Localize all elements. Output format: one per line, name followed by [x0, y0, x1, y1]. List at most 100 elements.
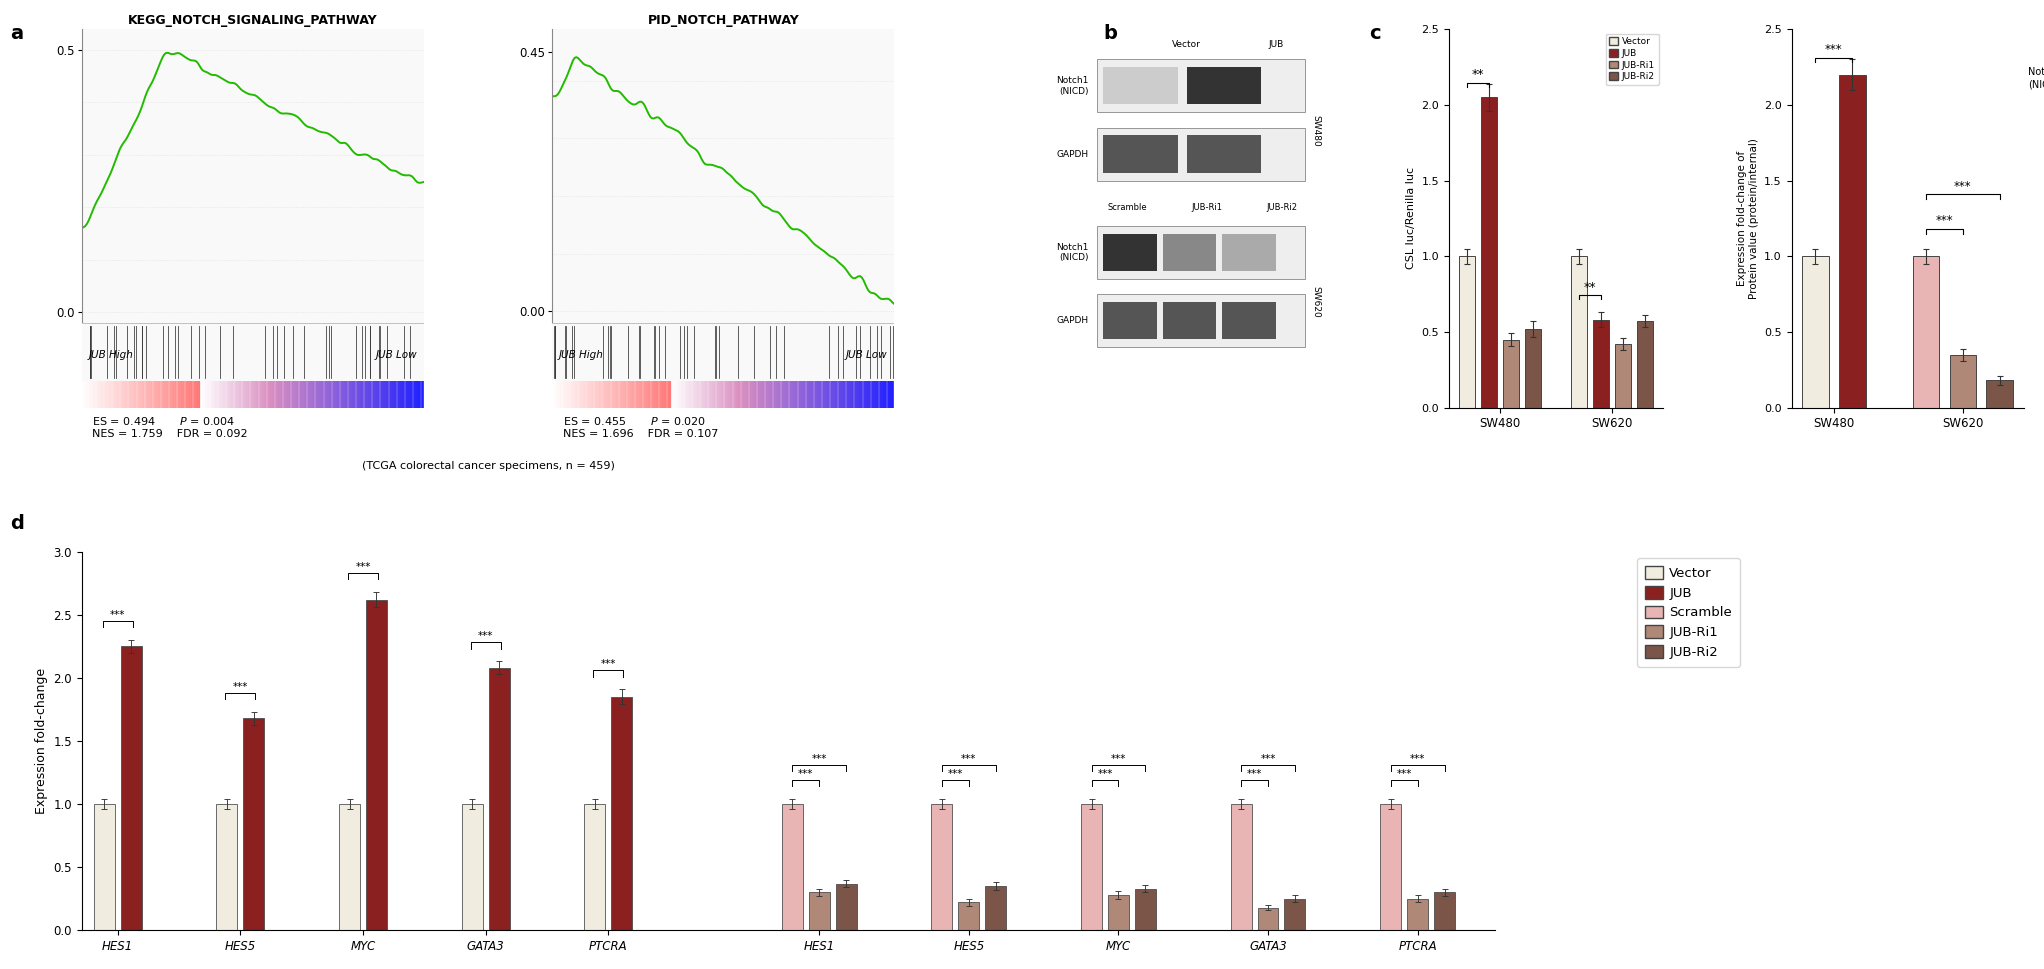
- Y-axis label: CSL luc/Renilla luc: CSL luc/Renilla luc: [1406, 168, 1416, 269]
- Y-axis label: Expression fold-change: Expression fold-change: [35, 668, 47, 814]
- Text: Notch1
(NICD): Notch1 (NICD): [2028, 68, 2044, 89]
- Text: (TCGA colorectal cancer specimens, n = 459): (TCGA colorectal cancer specimens, n = 4…: [362, 461, 615, 471]
- Text: ***: ***: [1261, 754, 1275, 764]
- Bar: [1380, 804, 1402, 930]
- Bar: [1163, 234, 1216, 271]
- Text: Vector: Vector: [1171, 41, 1202, 49]
- Text: ***: ***: [811, 754, 828, 764]
- Text: JUB: JUB: [1267, 41, 1284, 49]
- Bar: [366, 600, 386, 930]
- Text: Notch1
(NICD): Notch1 (NICD): [1057, 77, 1087, 96]
- Bar: [1480, 97, 1496, 408]
- Text: ***: ***: [356, 562, 370, 572]
- Text: ***: ***: [1396, 768, 1412, 779]
- Bar: [1163, 302, 1216, 339]
- Bar: [489, 668, 509, 930]
- Bar: [94, 804, 114, 930]
- Text: **: **: [1472, 69, 1484, 81]
- Y-axis label: Expression fold-change of
Protein value (protein/internal): Expression fold-change of Protein value …: [1737, 138, 1758, 298]
- Bar: [1098, 59, 1306, 112]
- Bar: [1108, 895, 1128, 930]
- Bar: [1615, 344, 1631, 408]
- Bar: [1186, 136, 1261, 172]
- Bar: [243, 718, 264, 930]
- Text: ***: ***: [1825, 44, 1842, 56]
- Bar: [1435, 892, 1455, 930]
- Text: ***: ***: [1954, 179, 1972, 193]
- Text: ***: ***: [948, 768, 963, 779]
- Bar: [1230, 804, 1251, 930]
- Bar: [783, 804, 803, 930]
- Text: ***: ***: [1410, 754, 1425, 764]
- Text: d: d: [10, 514, 25, 533]
- Text: ***: ***: [1247, 768, 1263, 779]
- Bar: [585, 804, 605, 930]
- Text: ***: ***: [1110, 754, 1126, 764]
- Bar: [339, 804, 360, 930]
- Bar: [1257, 908, 1278, 930]
- Bar: [1222, 234, 1275, 271]
- Text: ***: ***: [110, 610, 125, 620]
- Text: SW620: SW620: [1312, 286, 1320, 318]
- Text: ***: ***: [797, 768, 814, 779]
- Bar: [1803, 256, 1829, 408]
- Bar: [1284, 898, 1306, 930]
- Text: ES = 0.494       $P$ = 0.004
NES = 1.759    FDR = 0.092: ES = 0.494 $P$ = 0.004 NES = 1.759 FDR =…: [92, 416, 247, 439]
- Text: c: c: [1369, 24, 1382, 44]
- Bar: [1098, 226, 1306, 279]
- Text: GAPDH: GAPDH: [1057, 316, 1087, 326]
- Bar: [1186, 67, 1261, 105]
- Title: PID_NOTCH_PATHWAY: PID_NOTCH_PATHWAY: [648, 14, 799, 26]
- Text: ***: ***: [233, 682, 247, 692]
- Text: Scramble: Scramble: [1108, 203, 1147, 212]
- Text: JUB-Ri1: JUB-Ri1: [1192, 203, 1222, 212]
- Text: **: **: [1584, 280, 1596, 294]
- Bar: [1081, 804, 1102, 930]
- Bar: [1104, 67, 1177, 105]
- Bar: [985, 886, 1006, 930]
- Bar: [1104, 234, 1157, 271]
- Bar: [836, 884, 856, 930]
- Bar: [1098, 128, 1306, 180]
- Text: ES = 0.455       $P$ = 0.020
NES = 1.696    FDR = 0.107: ES = 0.455 $P$ = 0.020 NES = 1.696 FDR =…: [562, 416, 717, 439]
- Text: Notch1
(NICD): Notch1 (NICD): [1057, 243, 1087, 263]
- Bar: [1098, 295, 1306, 347]
- Bar: [959, 902, 979, 930]
- Bar: [1502, 339, 1519, 408]
- Bar: [1104, 136, 1177, 172]
- Bar: [1104, 302, 1157, 339]
- Bar: [1950, 355, 1977, 408]
- Bar: [932, 804, 953, 930]
- Text: ***: ***: [601, 659, 615, 669]
- Text: GAPDH: GAPDH: [1057, 149, 1087, 159]
- Bar: [809, 892, 830, 930]
- Text: ***: ***: [1936, 214, 1954, 228]
- Bar: [121, 646, 141, 930]
- Bar: [1406, 898, 1429, 930]
- Text: b: b: [1104, 24, 1118, 44]
- Title: KEGG_NOTCH_SIGNALING_PATHWAY: KEGG_NOTCH_SIGNALING_PATHWAY: [129, 14, 378, 26]
- Text: ***: ***: [478, 631, 493, 641]
- Bar: [1840, 75, 1866, 408]
- Bar: [1222, 302, 1275, 339]
- Bar: [611, 697, 632, 930]
- Bar: [1134, 889, 1155, 930]
- Text: JUB High: JUB High: [560, 350, 605, 360]
- Bar: [1592, 320, 1609, 408]
- Legend: Vector, JUB, Scramble, JUB-Ri1, JUB-Ri2: Vector, JUB, Scramble, JUB-Ri1, JUB-Ri2: [1637, 558, 1739, 667]
- Text: JUB Low: JUB Low: [846, 350, 887, 360]
- Text: JUB High: JUB High: [88, 350, 133, 360]
- Bar: [1637, 322, 1654, 408]
- Bar: [1525, 328, 1541, 408]
- Legend: Vector, JUB, JUB-Ri1, JUB-Ri2: Vector, JUB, JUB-Ri1, JUB-Ri2: [1605, 34, 1658, 85]
- Bar: [462, 804, 482, 930]
- Text: JUB Low: JUB Low: [376, 350, 417, 360]
- Text: a: a: [10, 24, 22, 44]
- Text: ***: ***: [961, 754, 977, 764]
- Bar: [1987, 381, 2013, 408]
- Bar: [217, 804, 237, 930]
- Bar: [1459, 256, 1474, 408]
- Bar: [1913, 256, 1940, 408]
- Text: ***: ***: [1098, 768, 1112, 779]
- Bar: [1572, 256, 1586, 408]
